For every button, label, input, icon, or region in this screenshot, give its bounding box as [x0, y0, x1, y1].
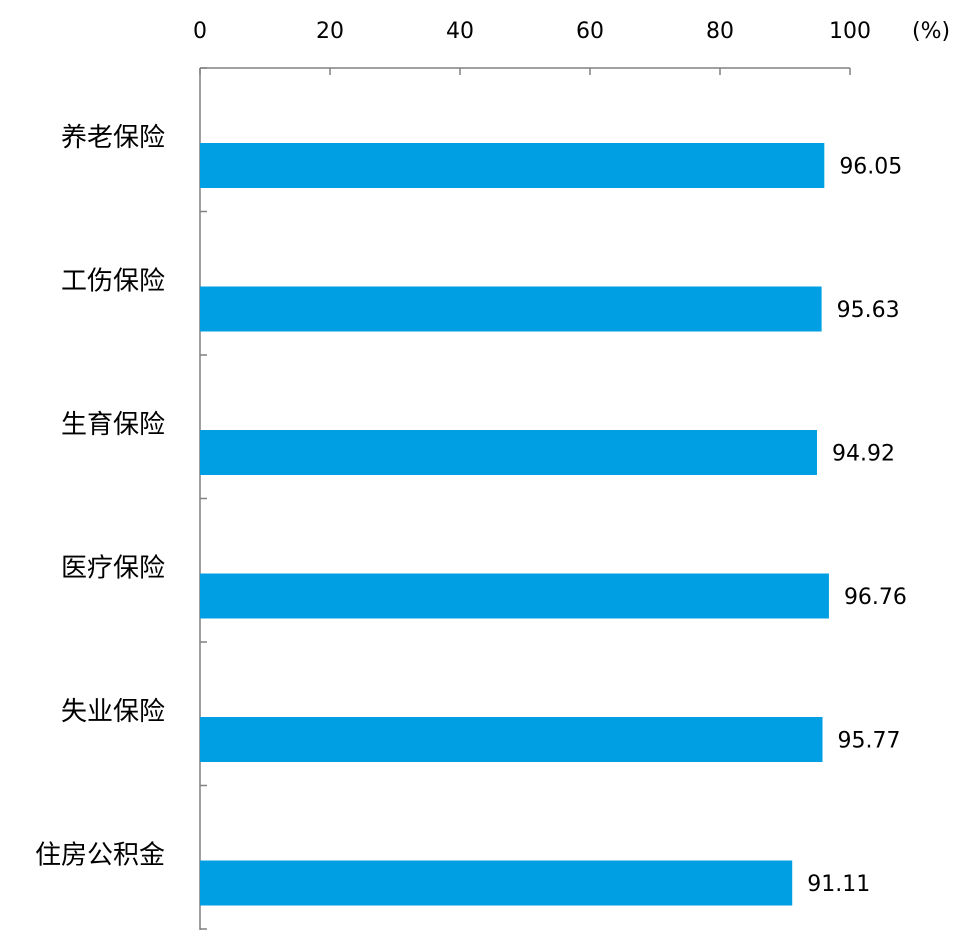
x-tick-label: 0 — [193, 19, 207, 44]
x-tick-label: 20 — [316, 19, 344, 44]
bar — [200, 286, 822, 332]
category-label: 养老保险 — [61, 123, 165, 153]
bar — [200, 143, 825, 188]
x-axis-ticks: 0 20 40 60 80 100 — [193, 19, 871, 75]
category-label: 生育保险 — [61, 410, 165, 440]
category-label: 住房公积金 — [35, 841, 165, 871]
category-label: 失业保险 — [61, 697, 165, 727]
bars — [200, 143, 829, 906]
category-label: 工伤保险 — [61, 267, 165, 297]
axes — [199, 67, 850, 930]
value-label: 96.76 — [844, 585, 907, 610]
x-tick-label: 80 — [706, 19, 734, 44]
value-label: 91.11 — [807, 872, 870, 897]
x-tick-label: 100 — [829, 19, 871, 44]
value-label: 94.92 — [832, 442, 895, 467]
x-axis-unit-label: (%) — [912, 19, 950, 44]
category-label: 医疗保险 — [61, 554, 165, 584]
value-label: 95.77 — [838, 729, 901, 754]
bar — [200, 430, 817, 475]
x-tick-label: 60 — [576, 19, 604, 44]
value-labels: 96.05 95.63 94.92 96.76 95.77 91.11 — [807, 155, 907, 898]
x-tick-label: 40 — [446, 19, 474, 44]
bar — [200, 717, 823, 762]
bar — [200, 573, 829, 619]
value-label: 96.05 — [839, 155, 902, 180]
y-axis-ticks — [200, 67, 207, 930]
bar — [200, 860, 793, 906]
value-label: 95.63 — [837, 298, 900, 323]
